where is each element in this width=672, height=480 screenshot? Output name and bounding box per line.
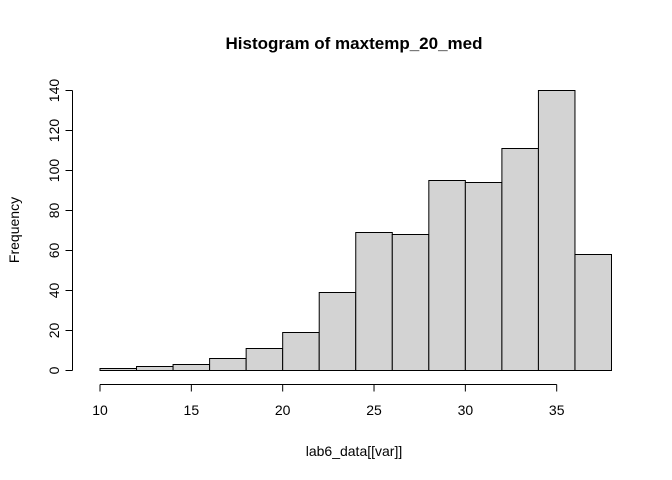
y-axis: 0 20 40 60 80 100 120 140	[46, 79, 73, 374]
x-tick-label: 30	[458, 402, 474, 418]
y-axis-label: Frequency	[6, 197, 22, 263]
histogram-bar-10	[464, 182, 503, 371]
histogram-bar-0	[99, 368, 138, 371]
y-tick-label: 80	[46, 203, 62, 219]
histogram-bar-12	[537, 90, 576, 371]
y-tick-label: 40	[46, 283, 62, 299]
histogram-bar-4	[245, 348, 284, 371]
x-axis: 10 15 20 25 30 35	[92, 384, 565, 418]
histogram-bar-13	[574, 254, 613, 371]
y-tick-label: 20	[46, 323, 62, 339]
x-tick-label: 25	[366, 402, 382, 418]
x-axis-label: lab6_data[[var]]	[306, 443, 403, 459]
histogram-bar-5	[282, 332, 320, 371]
y-tick-label: 140	[46, 79, 62, 103]
histogram-bar-2	[172, 364, 211, 371]
bars-group	[99, 90, 613, 371]
histogram-bar-8	[391, 234, 430, 371]
y-tick-label: 120	[46, 119, 62, 143]
y-tick-label: 0	[46, 366, 62, 374]
y-tick-label: 60	[46, 243, 62, 259]
x-tick-label: 15	[184, 402, 200, 418]
x-tick-label: 10	[92, 402, 108, 418]
histogram-bar-3	[209, 358, 247, 371]
histogram-bar-11	[501, 148, 539, 371]
x-tick-label: 35	[549, 402, 565, 418]
histogram-bar-1	[136, 366, 174, 371]
histogram-bar-6	[318, 292, 357, 371]
y-tick-label: 100	[46, 159, 62, 183]
chart-title: Histogram of maxtemp_20_med	[226, 34, 483, 53]
histogram-bar-9	[428, 180, 466, 371]
x-tick-label: 20	[275, 402, 291, 418]
histogram-bar-7	[355, 232, 393, 371]
